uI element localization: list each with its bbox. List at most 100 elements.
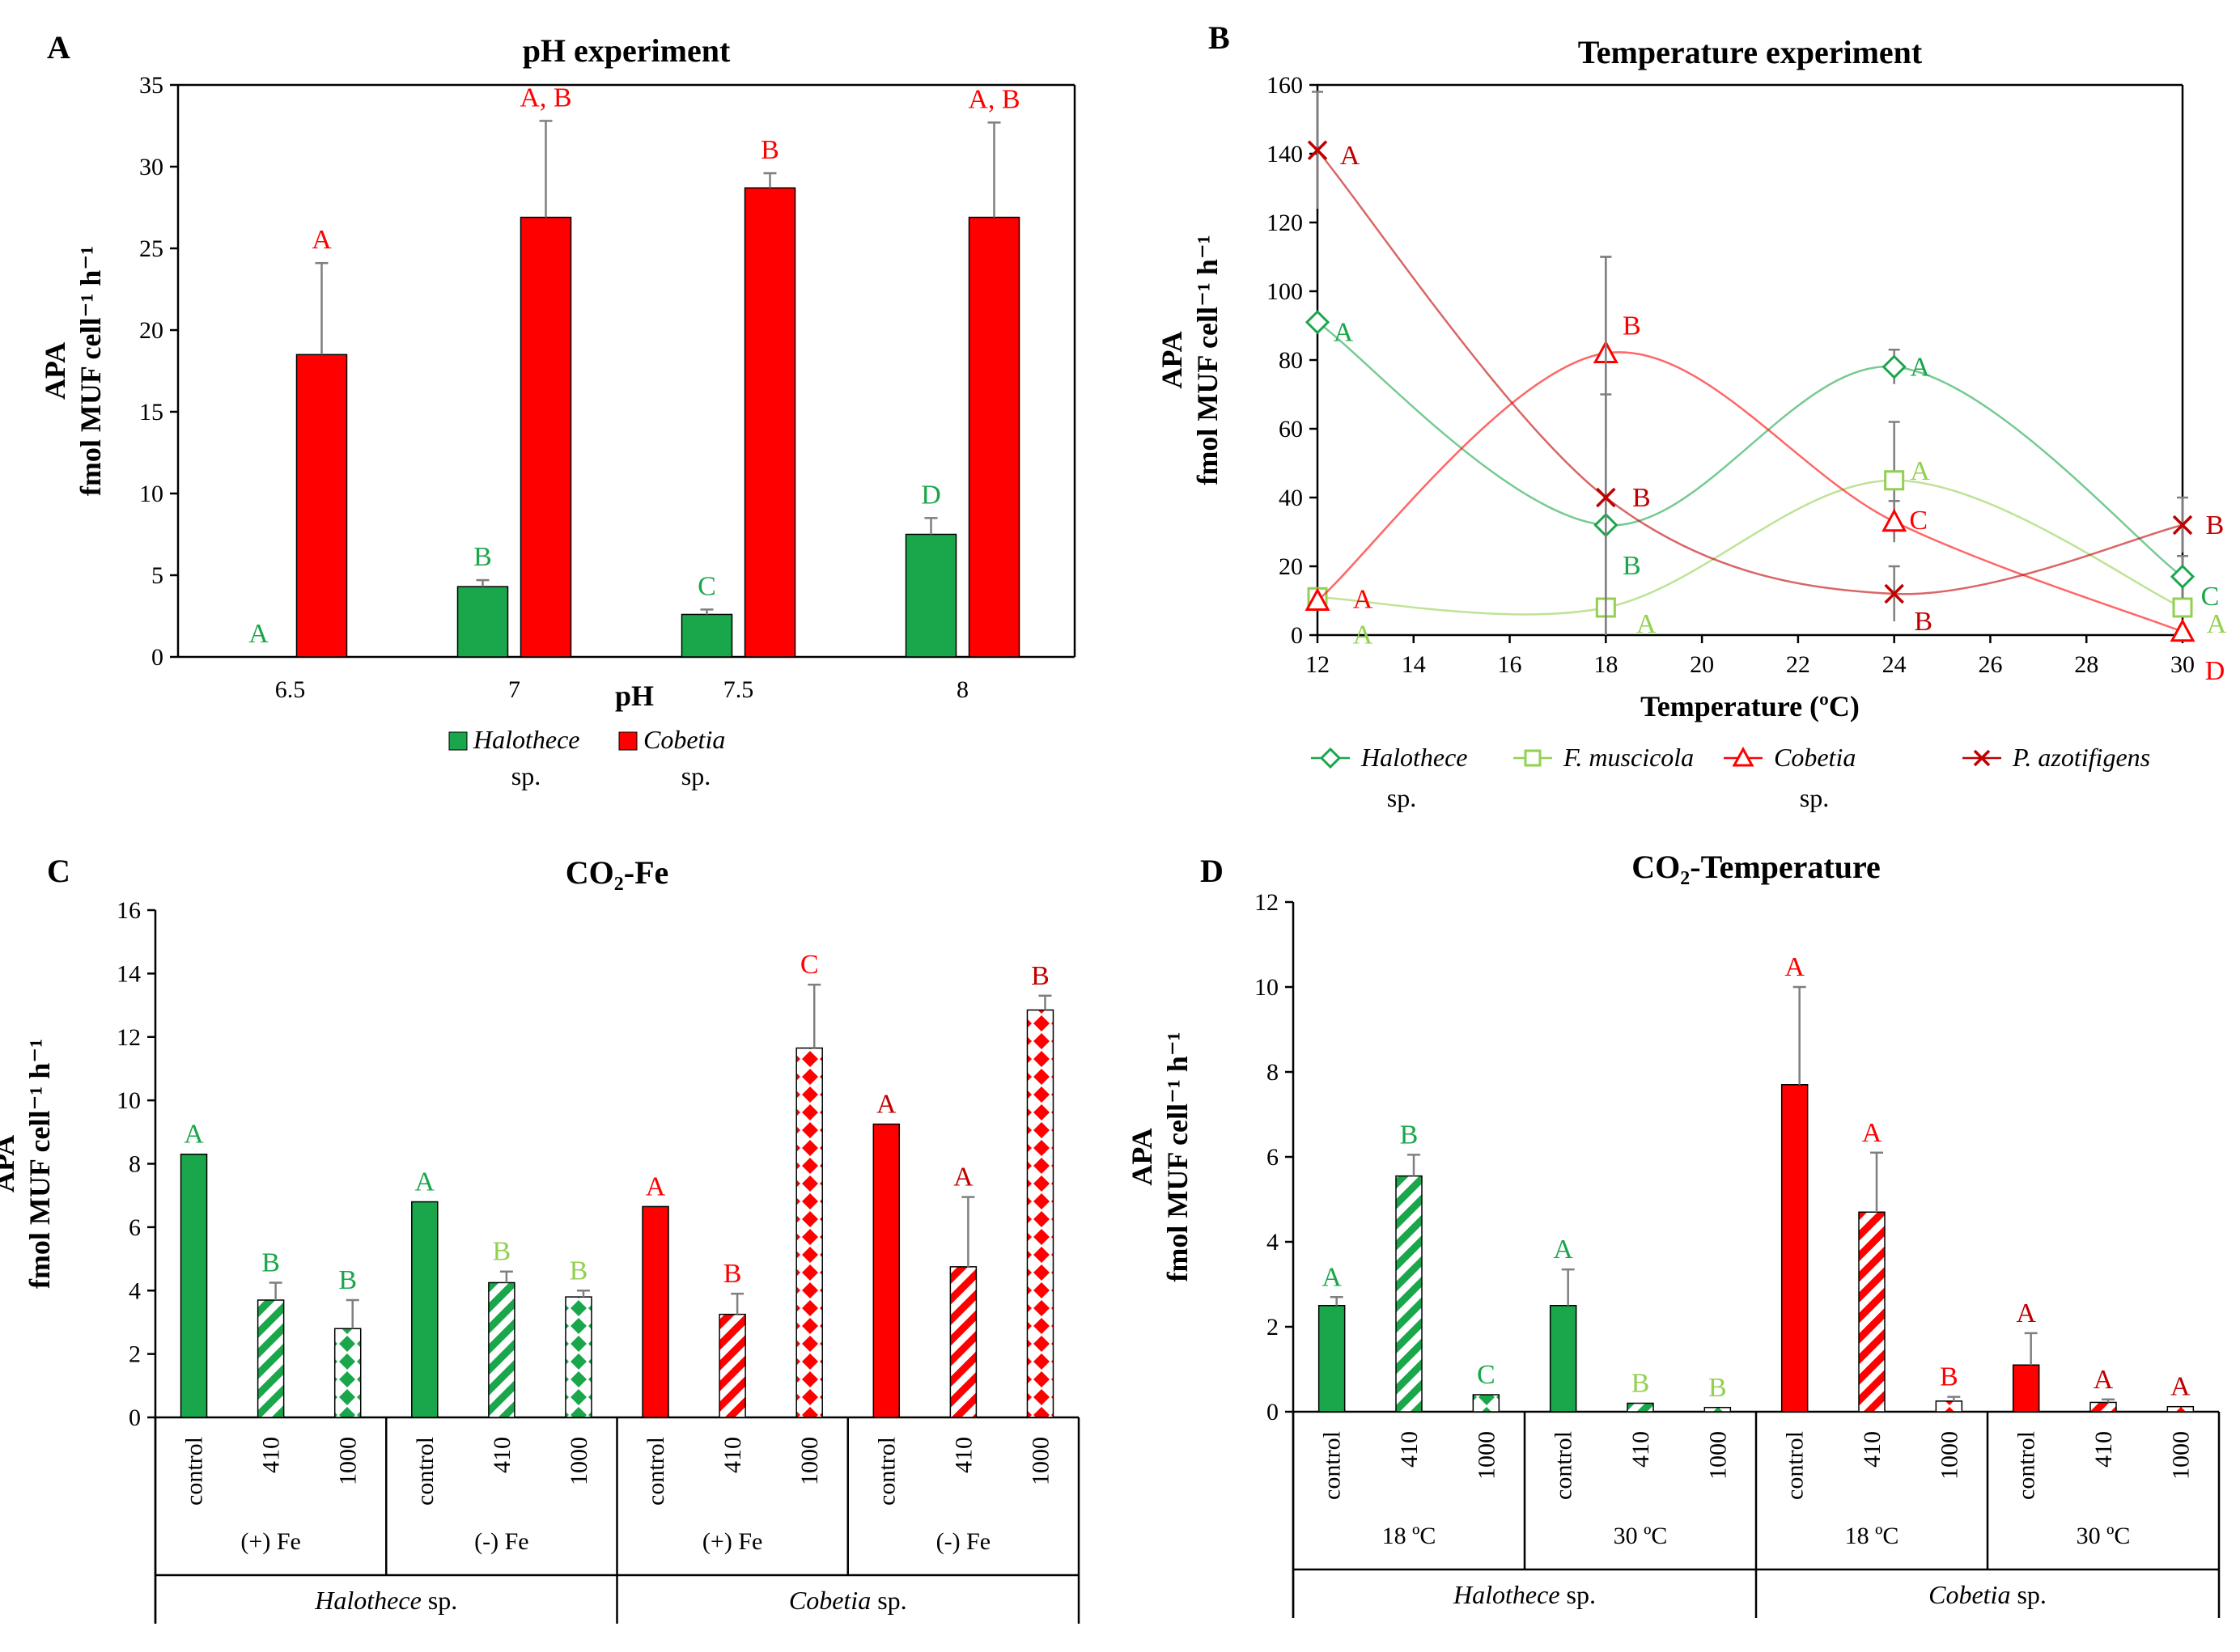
C-title: CO₂-Fe [566,854,669,891]
A-y-tick-label: 20 [139,317,163,344]
A-letter: A, B [968,84,1020,114]
D-y-tick-label: 0 [1266,1399,1279,1425]
B-letter: B [2206,510,2225,540]
A-letter: B [473,542,492,572]
D-x-tick-label: 410 [2090,1431,2117,1468]
B-legend-label: F. muscicola [1563,743,1694,772]
B-marker-diamond [1305,310,1330,335]
B-x-tick-label: 26 [1978,651,2002,678]
D-x-tick-label: 1000 [2167,1431,2194,1480]
A-ylabel-line1: APA [39,342,71,400]
A-letter: A [248,619,269,649]
A-y-tick-label: 0 [151,644,163,671]
B-letter: B [1623,551,1641,581]
C-group1-label: (-) Fe [936,1528,991,1555]
B-ylabel-line1: APA [1156,331,1188,388]
B-marker-x [1307,140,1328,160]
B-marker-square [1884,470,1905,491]
D-x-tick-label: control [1551,1431,1577,1500]
D-ylabel-line1: APA [1126,1128,1158,1185]
B-marker-triangle [1305,587,1330,611]
A-letter: A [312,225,332,255]
A-y-tick-label: 15 [139,399,163,426]
C-bar [333,1328,362,1418]
C-bar [949,1266,978,1418]
C-group2-label: Cobetia sp. [789,1586,907,1615]
D-y-tick-label: 6 [1266,1144,1279,1171]
B-marker-triangle [1882,508,1907,532]
C-letter: C [800,950,819,980]
B-x-axis-label: Temperature (ºC) [1640,690,1860,722]
C-x-tick-label: 1000 [796,1437,823,1485]
A-letter: C [698,571,716,601]
D-bar [1703,1407,1732,1413]
C-group2-label: Halothece sp. [314,1586,457,1615]
B-letter: B [1632,483,1651,513]
C-bar [488,1281,515,1418]
D-group1-label: 30 ºC [1614,1523,1668,1549]
A-x-tick-label: 7 [508,676,520,703]
D-letter: A [1322,1262,1342,1292]
C-letter: A [184,1120,204,1150]
A-y-tick-label: 30 [139,154,163,180]
D-letter: A [1862,1118,1882,1148]
B-x-tick-label: 20 [1690,651,1714,678]
C-ylabel-line2: fmol MUF cell⁻¹ h⁻¹ [23,1039,56,1289]
B-letter: D [2205,656,2225,686]
A-x-tick-label: 8 [957,676,969,703]
C-y-tick-label: 6 [129,1214,141,1241]
B-letter: C [1909,506,1928,536]
B-letter: A [1353,620,1373,650]
A-y-tick-label: 5 [151,562,163,589]
C-letter: A [876,1090,897,1120]
B-marker-x [1596,487,1616,508]
A-y-tick-label: 10 [139,481,163,507]
D-x-tick-label: 410 [1859,1431,1886,1468]
C-group2-italic: Halothece [314,1586,422,1615]
B-y-tick-label: 140 [1266,141,1303,167]
C-bar [180,1153,208,1418]
B-y-tick-label: 60 [1279,416,1303,443]
D-bar [2166,1405,2195,1413]
A-bar-cobetia [968,216,1020,658]
C-x-tick-label: 1000 [566,1437,592,1485]
C-x-tick-label: control [643,1437,669,1506]
B-x-tick-label: 28 [2074,651,2098,678]
C-bar [642,1205,669,1418]
C-x-tick-label: 410 [950,1437,977,1473]
D-bar [2089,1401,2117,1413]
C-y-tick-label: 14 [117,960,141,987]
D-group1-label: 30 ºC [2077,1523,2131,1549]
B-marker-x [2172,515,2193,536]
A-legend-swatch [448,731,468,751]
B-letter: A [1340,141,1360,171]
B-letter: A [1334,317,1354,347]
A-bar-cobetia [295,354,348,658]
D-group2-rest: sp. [2010,1580,2046,1609]
B-letter: A [1910,353,1930,383]
B-marker-x [1884,583,1904,604]
B-legend-suffix: sp. [1800,783,1829,812]
D-y-tick-label: 8 [1266,1059,1279,1086]
D-x-tick-label: 1000 [1473,1431,1500,1480]
B-series-line-1 [1317,479,2183,616]
A-bar-halothece [681,613,733,658]
C-bar [719,1313,746,1418]
B-x-tick-label: 22 [1786,651,1810,678]
panel-label-A: A [47,29,70,66]
B-legend-marker [1973,749,1991,767]
A-x-tick-label: 6.5 [275,676,306,703]
A-x-axis-label: pH [615,680,654,712]
B-marker-square [2172,597,2193,618]
B-letter: A [1636,609,1657,639]
C-group2-rest: sp. [871,1586,906,1615]
D-x-tick-label: control [1782,1431,1809,1500]
B-letter: A [1910,456,1930,486]
C-y-tick-label: 4 [129,1277,141,1304]
D-group2-label: Halothece sp. [1453,1580,1596,1609]
B-letter: A [1353,585,1373,615]
D-bar [2012,1364,2040,1413]
C-bar [411,1201,439,1418]
B-legend-marker [1524,749,1542,767]
